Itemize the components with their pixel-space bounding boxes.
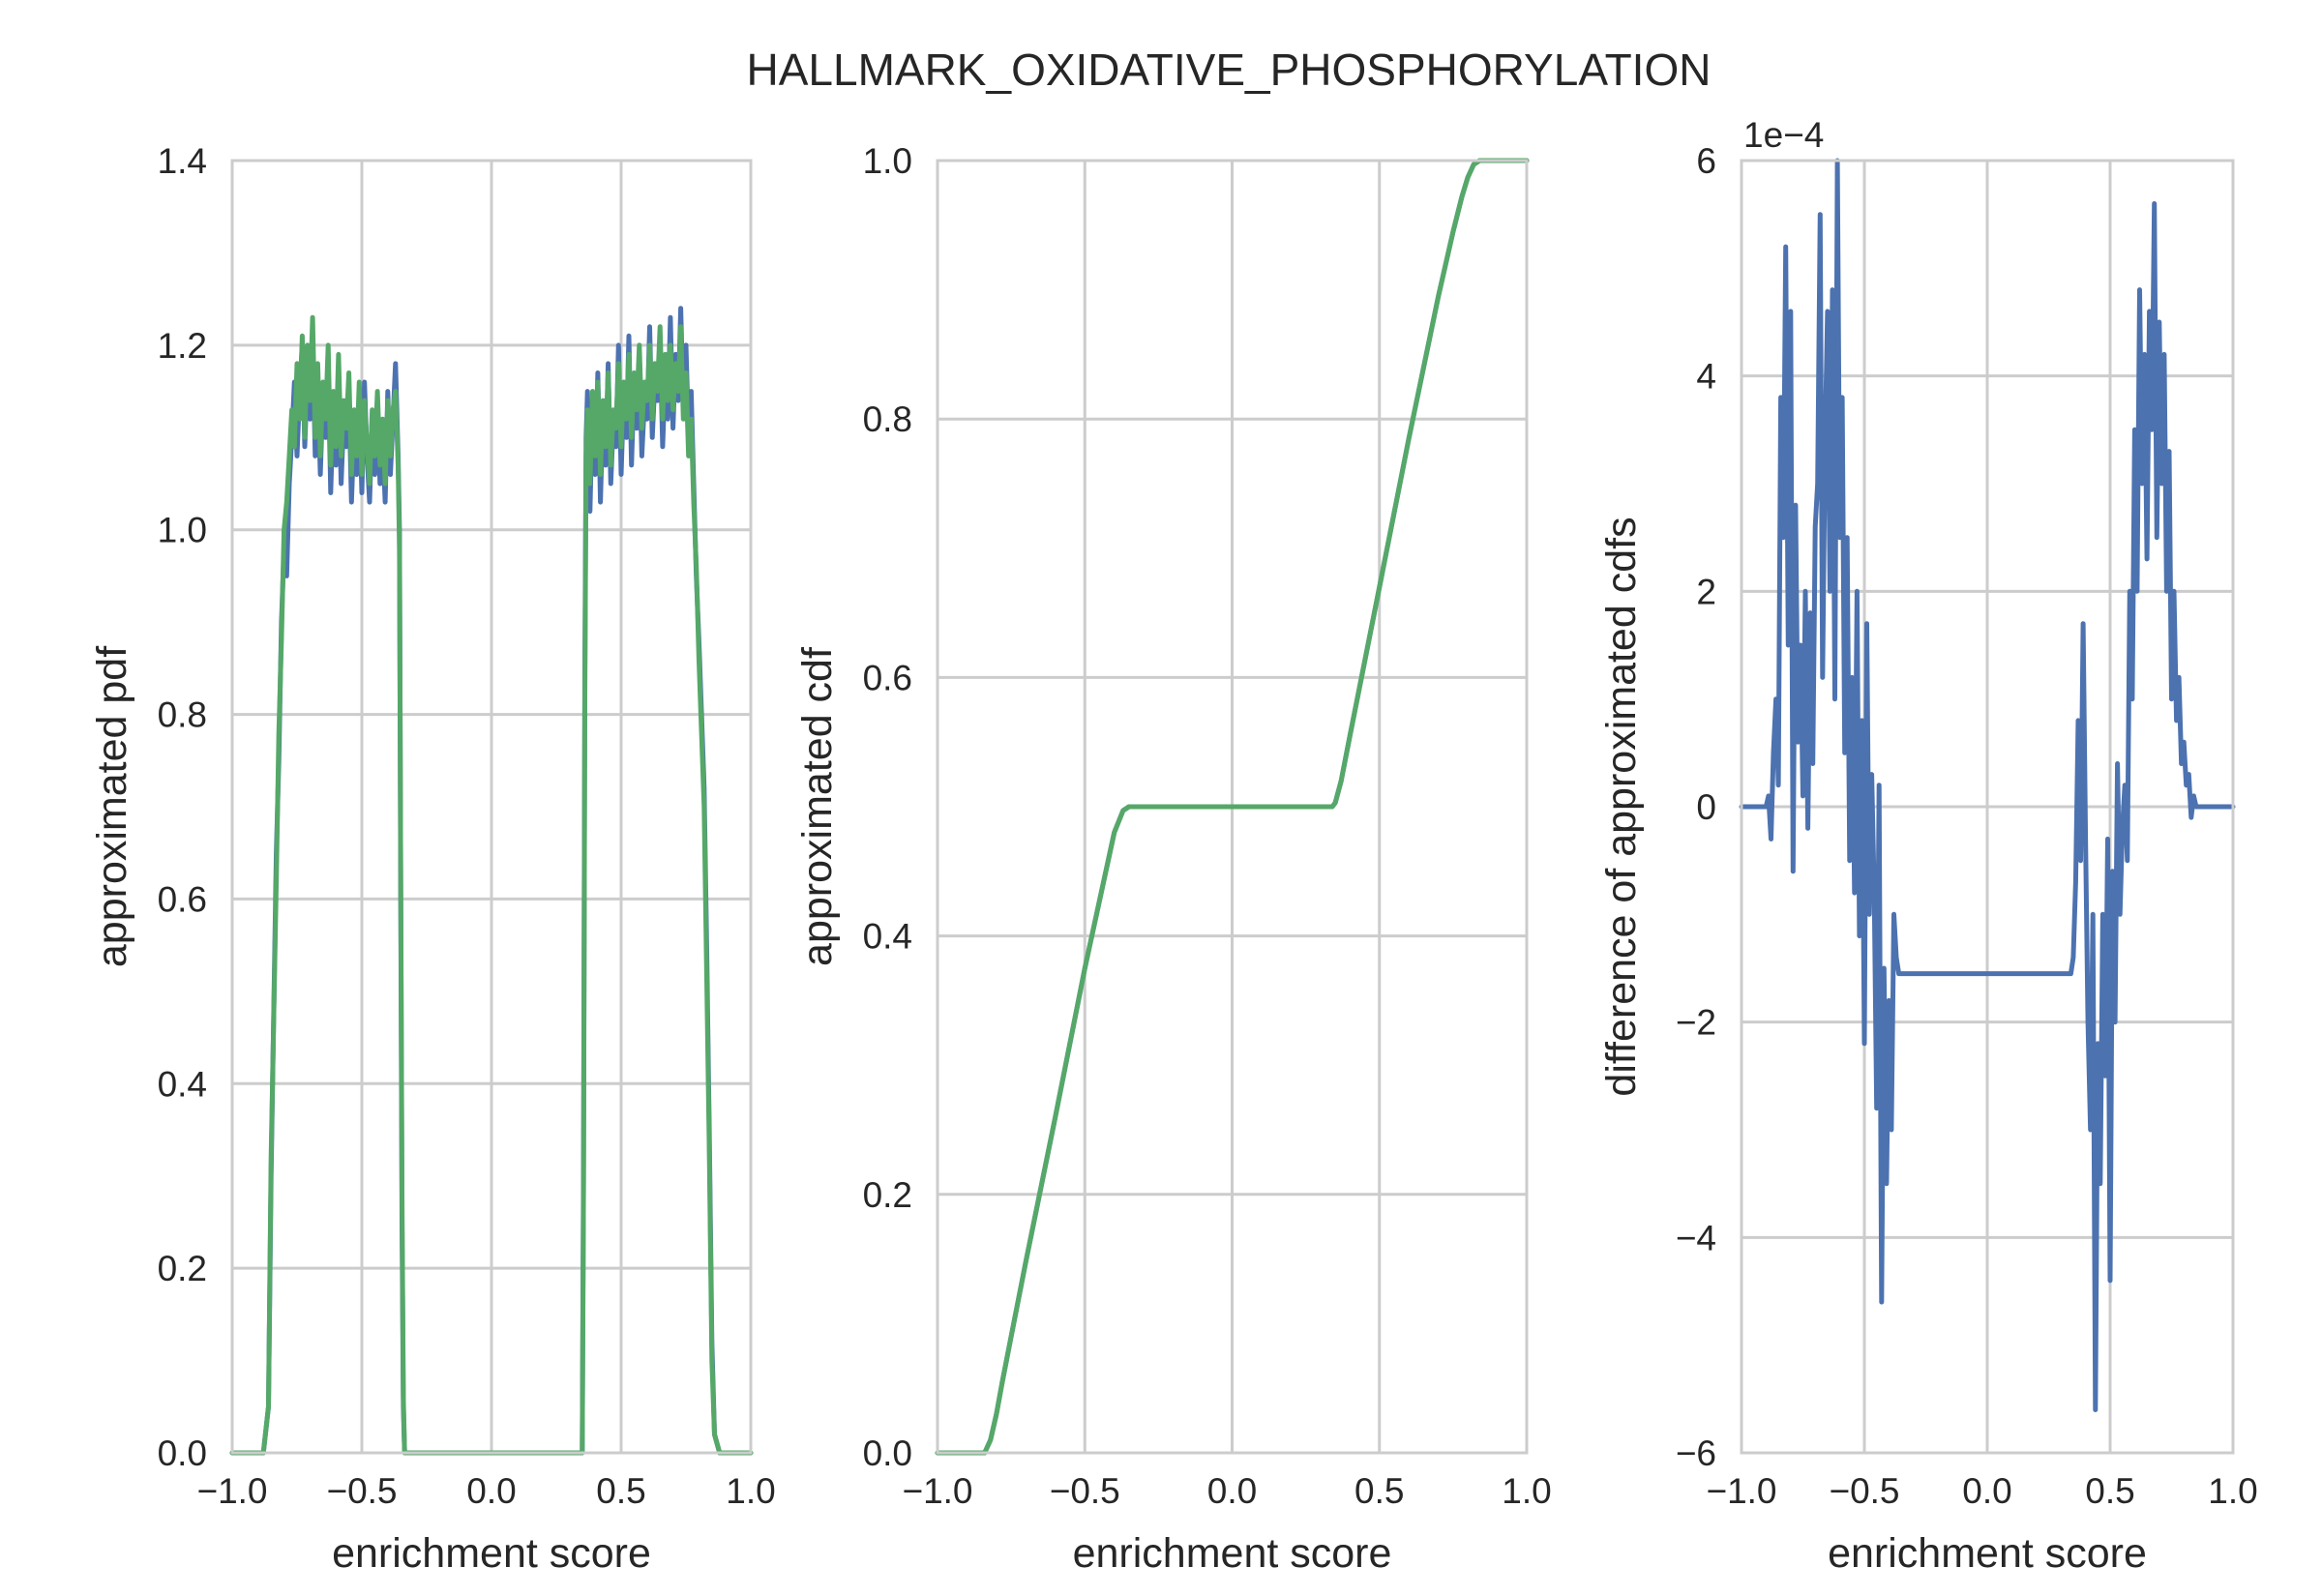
y-tick-label: 0.2 [863,1175,912,1215]
y-tick-label: 4 [1696,357,1716,397]
y-tick-label: 0.6 [158,879,207,919]
x-tick-label: 1.0 [1502,1471,1551,1511]
y-tick-label: 1.0 [863,141,912,181]
axes-frame [1740,159,2235,1455]
y-tick-label: 2 [1696,572,1716,611]
y-tick-label: −4 [1676,1218,1716,1257]
x-tick-label: 0.5 [596,1471,645,1511]
axes-frame [230,159,753,1455]
subplot-1: −1.0 −0.5 0.0 0.5 1.0 0.0 0.2 0.4 0.6 0.8 1.0 1.2 1.… [89,141,776,1577]
y-axis-label: approximated pdf [89,645,135,967]
y-tick-label: 6 [1696,141,1716,181]
x-tick-label: −0.5 [326,1471,397,1511]
x-tick-label: 0.0 [1962,1471,2011,1511]
y-tick-label: 1.4 [158,141,207,181]
y-axis-label: approximated cdf [794,646,841,966]
y-tick-label: 1.2 [158,326,207,366]
x-tick-label: −1.0 [902,1471,972,1511]
x-tick-label: 0.5 [2085,1471,2134,1511]
y-tick-label: 0.4 [158,1064,207,1104]
x-tick-label: −1.0 [1706,1471,1776,1511]
y-offset-label: 1e−4 [1743,115,1824,155]
x-tick-label: −0.5 [1050,1471,1120,1511]
series-line-2 [935,158,1530,1456]
y-tick-label: 0.2 [158,1249,207,1288]
y-tick-label: 0.0 [863,1433,912,1473]
y-tick-label: 0.0 [158,1433,207,1473]
x-tick-label: 0.5 [1354,1471,1404,1511]
x-tick-label: −0.5 [1829,1471,1899,1511]
subplots: −1.0 −0.5 0.0 0.5 1.0 0.0 0.2 0.4 0.6 0.8 1.0 1.2 1.… [89,115,2258,1577]
y-tick-label: −6 [1676,1433,1716,1473]
y-tick-label: 0.6 [863,658,912,697]
x-tick-label: −1.0 [196,1471,267,1511]
y-axis-label: difference of approximated cdfs [1598,517,1645,1096]
series-line-1 [1739,158,2236,1412]
y-tick-label: 0 [1696,787,1716,827]
figure-title: HALLMARK_OXIDATIVE_PHOSPHORYLATION [747,44,1712,95]
subplot-3: −1.0 −0.5 0.0 0.5 1.0 −6 −4 −2 0 2 4 6 enrichment sc… [1598,115,2258,1577]
x-tick-label: 1.0 [2208,1471,2257,1511]
y-tick-label: 0.8 [158,695,207,735]
x-axis-label: enrichment score [332,1530,651,1577]
subplot-2: −1.0 −0.5 0.0 0.5 1.0 0.0 0.2 0.4 0.6 0.8 1.0 enric… [794,141,1552,1577]
x-axis-label: enrichment score [1073,1530,1392,1577]
x-tick-label: 0.0 [466,1471,516,1511]
y-tick-label: 0.4 [863,917,912,957]
x-tick-label: 1.0 [726,1471,775,1511]
y-tick-label: 1.0 [158,511,207,550]
x-axis-label: enrichment score [1828,1530,2147,1577]
axes-frame [936,159,1529,1455]
x-tick-label: 0.0 [1207,1471,1257,1511]
y-tick-label: 0.8 [863,399,912,439]
y-tick-label: −2 [1676,1003,1716,1043]
